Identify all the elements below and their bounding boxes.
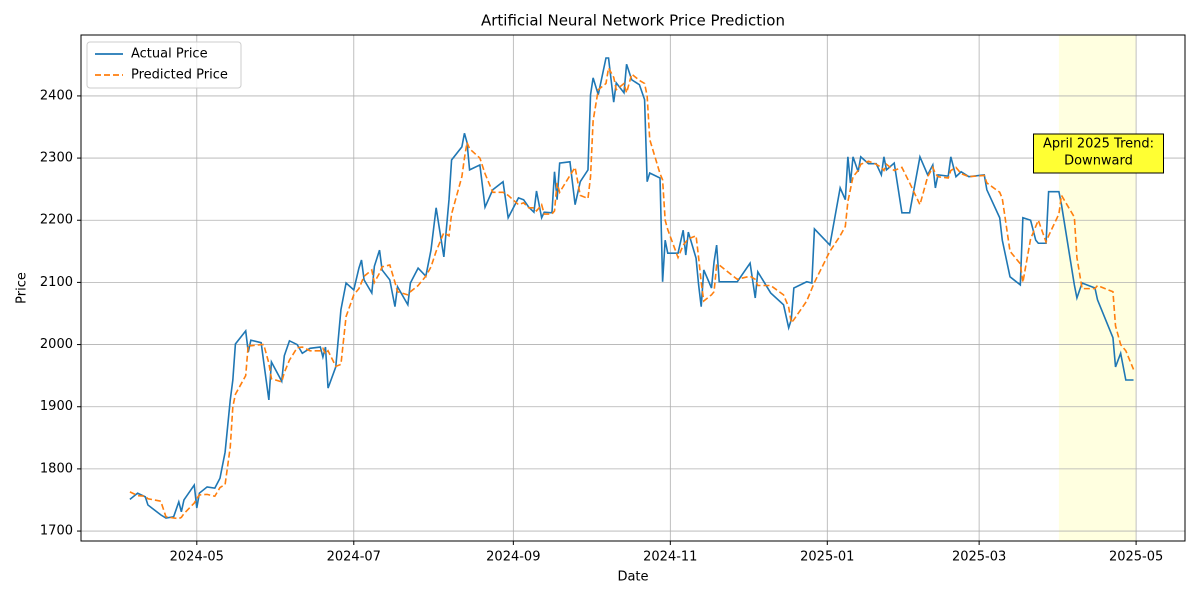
series-line	[129, 65, 1135, 520]
highlight-span	[1058, 35, 1137, 541]
y-tick-label: 1700	[40, 524, 73, 539]
annotation-text: Downward	[1064, 154, 1133, 169]
legend: Actual Price Predicted Price	[86, 41, 242, 89]
annotation-text: April 2025 Trend:	[1043, 137, 1154, 152]
legend-label: Actual Price	[131, 47, 208, 62]
series-line	[129, 57, 1134, 519]
annotation: April 2025 Trend: Downward	[1033, 133, 1165, 174]
x-tick-label: 2024-11	[643, 550, 697, 565]
y-tick-label: 2400	[40, 88, 73, 103]
y-axis-label: Price	[15, 272, 30, 304]
y-tick-label: 2200	[40, 213, 73, 228]
legend-box	[86, 41, 242, 89]
x-tick-label: 2025-03	[952, 550, 1006, 565]
y-tick-label: 1800	[40, 461, 73, 476]
y-tick-label: 2300	[40, 151, 73, 166]
x-tick-label: 2025-01	[800, 550, 854, 565]
x-tick-label: 2024-05	[170, 550, 224, 565]
annotation-box	[1033, 133, 1165, 174]
x-tick-label: 2025-05	[1109, 550, 1163, 565]
plot-background	[81, 35, 1185, 541]
y-tick-label: 2100	[40, 275, 73, 290]
x-tick-label: 2024-09	[486, 550, 540, 565]
chart-title: Artificial Neural Network Price Predicti…	[481, 12, 785, 30]
plot-frame	[80, 34, 1186, 542]
y-tick-label: 2000	[40, 337, 73, 352]
y-tick-label: 1900	[40, 399, 73, 414]
x-axis-label: Date	[617, 570, 648, 585]
legend-label: Predicted Price	[131, 68, 228, 83]
x-tick-label: 2024-07	[327, 550, 381, 565]
